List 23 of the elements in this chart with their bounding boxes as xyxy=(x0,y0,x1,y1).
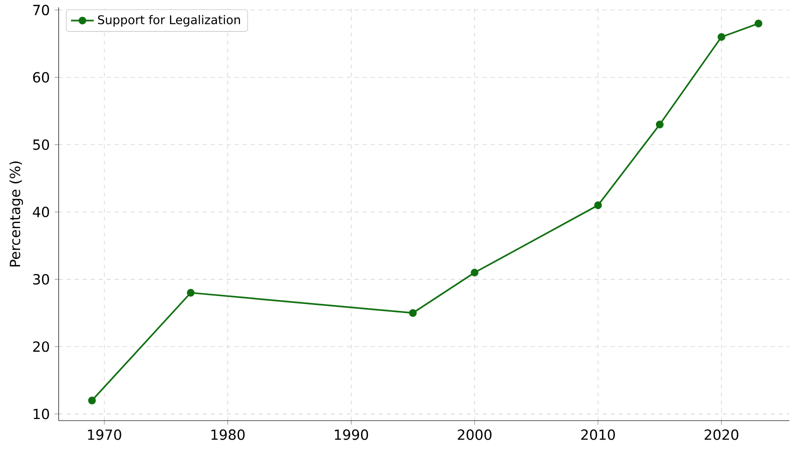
y-tick-label: 20 xyxy=(33,341,50,352)
point xyxy=(594,201,602,210)
x-tick-label: 1970 xyxy=(88,429,122,440)
legend-label: Support for Legalization xyxy=(98,15,240,27)
x-tick-label: 1990 xyxy=(334,429,368,440)
point xyxy=(409,309,417,317)
point xyxy=(718,33,726,41)
point xyxy=(88,396,96,404)
point xyxy=(470,268,478,276)
y-tick-label: 60 xyxy=(33,72,50,83)
point xyxy=(656,120,664,128)
x-tick-label: 2010 xyxy=(581,429,615,440)
y-tick-label: 40 xyxy=(32,206,50,218)
y-tick-label: 10 xyxy=(34,408,50,420)
x-tick-label: 1980 xyxy=(211,429,245,440)
y-tick-label: 30 xyxy=(33,274,50,285)
point xyxy=(186,288,195,297)
x-tick-label: 2020 xyxy=(704,429,738,440)
y-tick-label: 50 xyxy=(33,139,50,150)
y-tick-label: 70 xyxy=(33,4,50,16)
x-tick-label: 2000 xyxy=(458,429,492,440)
point xyxy=(754,20,762,28)
y-axis-title: Percentage (%) xyxy=(9,161,23,266)
